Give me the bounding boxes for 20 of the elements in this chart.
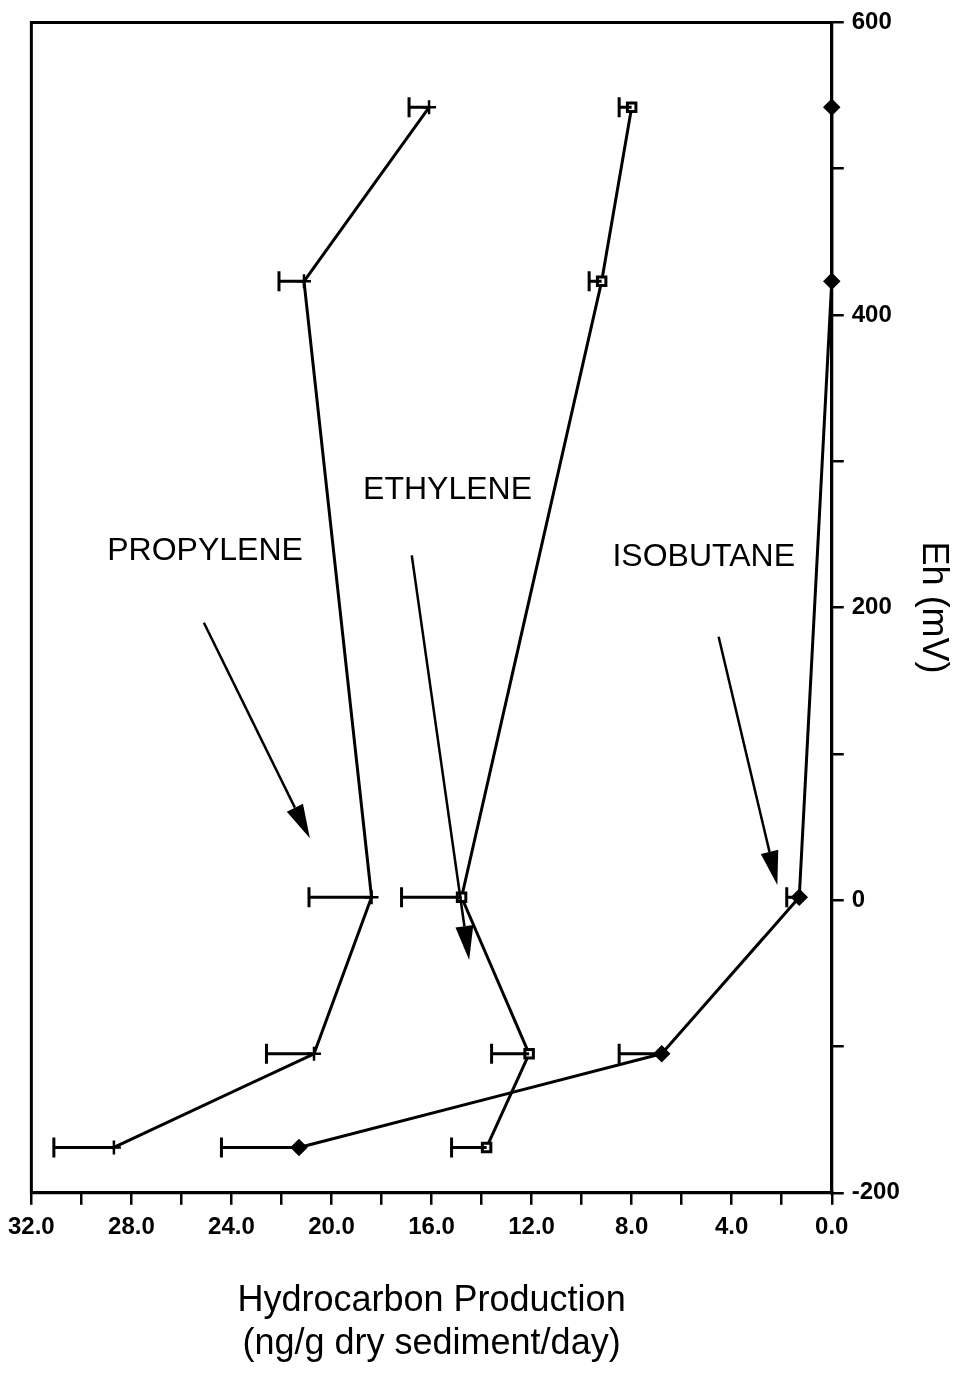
y-tick-label: -200 <box>851 1177 900 1205</box>
series-label: PROPYLENE <box>107 531 303 568</box>
x-tick-label: 28.0 <box>108 1211 155 1239</box>
x-tick-label: 4.0 <box>715 1211 749 1239</box>
y-tick-label: 200 <box>851 592 892 620</box>
y-tick-label: 0 <box>851 884 866 912</box>
y-tick-label: 400 <box>851 299 892 327</box>
x-tick-label: 24.0 <box>208 1211 255 1239</box>
y-axis-title: Eh (mV) <box>915 541 957 674</box>
x-tick-label: 20.0 <box>308 1211 355 1239</box>
x-tick-label: 16.0 <box>408 1211 455 1239</box>
x-tick-label: 12.0 <box>508 1211 555 1239</box>
x-tick-label: 8.0 <box>614 1211 649 1239</box>
x-tick-label: 32.0 <box>8 1211 55 1239</box>
x-tick-label: 0.0 <box>815 1211 849 1239</box>
series-label: ETHYLENE <box>363 470 533 507</box>
series-label: ISOBUTANE <box>612 537 795 574</box>
y-tick-label: 600 <box>851 7 892 35</box>
x-axis-title: Hydrocarbon Production (ng/g dry sediment/day) <box>237 1278 626 1363</box>
point <box>290 1139 308 1156</box>
